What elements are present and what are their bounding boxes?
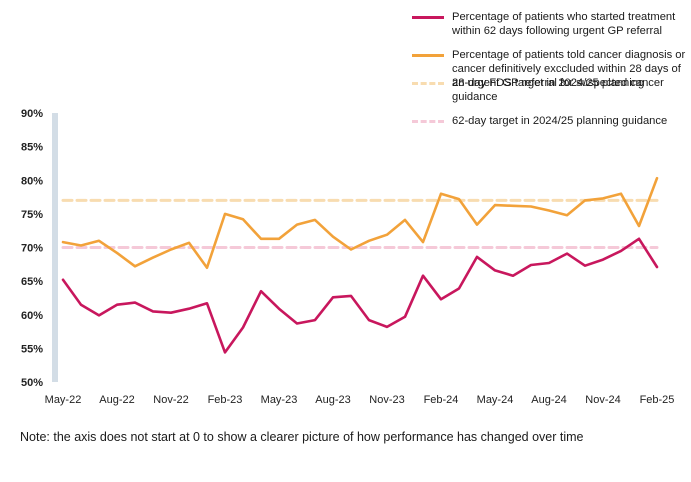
x-tick-label: Feb-24 <box>424 394 459 406</box>
legend-label: 28-day FDS target in 2024/25 planning gu… <box>452 77 645 103</box>
legend-swatch-orange-dashed <box>412 82 444 85</box>
legend-label: 62-day target in 2024/25 planning guidan… <box>452 115 668 127</box>
x-tick-label: Aug-22 <box>99 394 134 406</box>
legend-label: Percentage of patients told cancer diagn… <box>452 49 686 89</box>
data-series <box>61 176 659 354</box>
x-tick-label: May-23 <box>261 394 298 406</box>
x-tick-label: Nov-24 <box>585 394 620 406</box>
y-axis: 50% 55% 60% 65% 70% 75% 80% 85% 90% <box>21 108 58 389</box>
y-tick-label: 60% <box>21 310 43 322</box>
x-axis: May-22 Aug-22 Nov-22 Feb-23 May-23 Aug-23 Nov-… <box>45 394 675 406</box>
legend-item-62-day-target: 62-day target in 2024/25 planning guidan… <box>412 114 687 128</box>
x-tick-label: May-24 <box>477 394 514 406</box>
legend-label: Percentage of patients who started treat… <box>452 11 676 37</box>
y-tick-label: 65% <box>21 276 43 288</box>
legend-item-28-day-target: 28-day FDS target in 2024/25 planning gu… <box>412 76 687 104</box>
y-tick-label: 90% <box>21 108 43 120</box>
series-line-1 <box>61 176 659 270</box>
x-tick-label: Nov-23 <box>369 394 404 406</box>
legend-item-28-day-performance: Percentage of patients told cancer diagn… <box>412 48 687 90</box>
x-tick-label: May-22 <box>45 394 82 406</box>
y-tick-label: 80% <box>21 175 43 187</box>
x-tick-label: Aug-23 <box>315 394 350 406</box>
series-line-0 <box>61 237 659 354</box>
axis-note: Note: the axis does not start at 0 to sh… <box>20 430 584 444</box>
x-tick-label: Feb-25 <box>640 394 675 406</box>
y-axis-line <box>52 113 58 382</box>
legend-item-62-day-performance: Percentage of patients who started treat… <box>412 10 687 38</box>
legend: Percentage of patients who started treat… <box>412 10 687 127</box>
legend-swatch-red-line <box>412 16 444 19</box>
legend-swatch-pink-dashed <box>412 120 444 123</box>
legend-swatch-orange-line <box>412 54 444 57</box>
x-tick-label: Feb-23 <box>208 394 243 406</box>
y-tick-label: 85% <box>21 142 43 154</box>
x-tick-label: Aug-24 <box>531 394 566 406</box>
target-lines <box>61 198 659 249</box>
line-chart: 50% 55% 60% 65% 70% 75% 80% 85% 90% May-22 Aug-22… <box>21 108 675 406</box>
y-tick-label: 55% <box>21 343 43 355</box>
x-tick-label: Nov-22 <box>153 394 188 406</box>
y-tick-label: 50% <box>21 377 43 389</box>
y-tick-label: 70% <box>21 243 43 255</box>
y-tick-label: 75% <box>21 209 43 221</box>
